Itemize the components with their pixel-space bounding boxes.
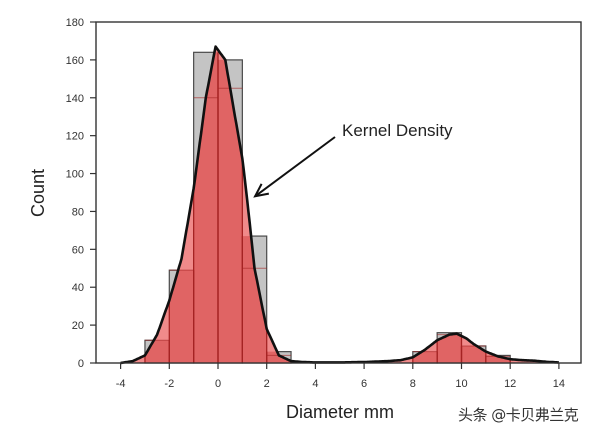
x-tick-label: 4: [312, 378, 318, 390]
x-tick-label: -4: [116, 378, 126, 390]
kernel-density-annotation: Kernel Density: [253, 121, 453, 198]
y-tick-label: 0: [78, 358, 84, 370]
kde-area-dark: [144, 52, 511, 363]
y-tick-label: 80: [72, 206, 84, 218]
x-tick-label: 2: [264, 378, 270, 390]
plot-frame: [95, 21, 582, 364]
watermark: 头条 @卡贝弗兰克: [458, 406, 579, 424]
x-tick-label: -2: [164, 378, 174, 390]
axes: 0 20 40 60 80 100 120 140 160 180 -4 -2 0 2 4 6 8 10 12 14: [66, 17, 582, 390]
annotation-arrow: [254, 136, 336, 198]
y-tick-label: 60: [72, 244, 84, 256]
kde-area: [120, 46, 559, 363]
x-tick-label: 14: [553, 378, 565, 390]
x-tick-label: 12: [504, 378, 516, 390]
x-axis-title: Diameter mm: [286, 402, 394, 422]
y-tick-label: 120: [66, 131, 84, 143]
y-tick-label: 160: [66, 55, 84, 67]
x-tick-label: 8: [410, 378, 416, 390]
arrowhead-icon: [253, 183, 270, 198]
annotation-label: Kernel Density: [342, 121, 453, 140]
y-axis-title: Count: [28, 169, 48, 217]
x-tick-label: 6: [361, 378, 367, 390]
y-tick-label: 140: [66, 93, 84, 105]
x-tick-label: 0: [215, 378, 221, 390]
y-tick-label: 20: [72, 320, 84, 332]
y-tick-label: 180: [66, 17, 84, 29]
y-tick-label: 100: [66, 169, 84, 181]
y-tick-label: 40: [72, 282, 84, 294]
x-tick-label: 10: [455, 378, 467, 390]
